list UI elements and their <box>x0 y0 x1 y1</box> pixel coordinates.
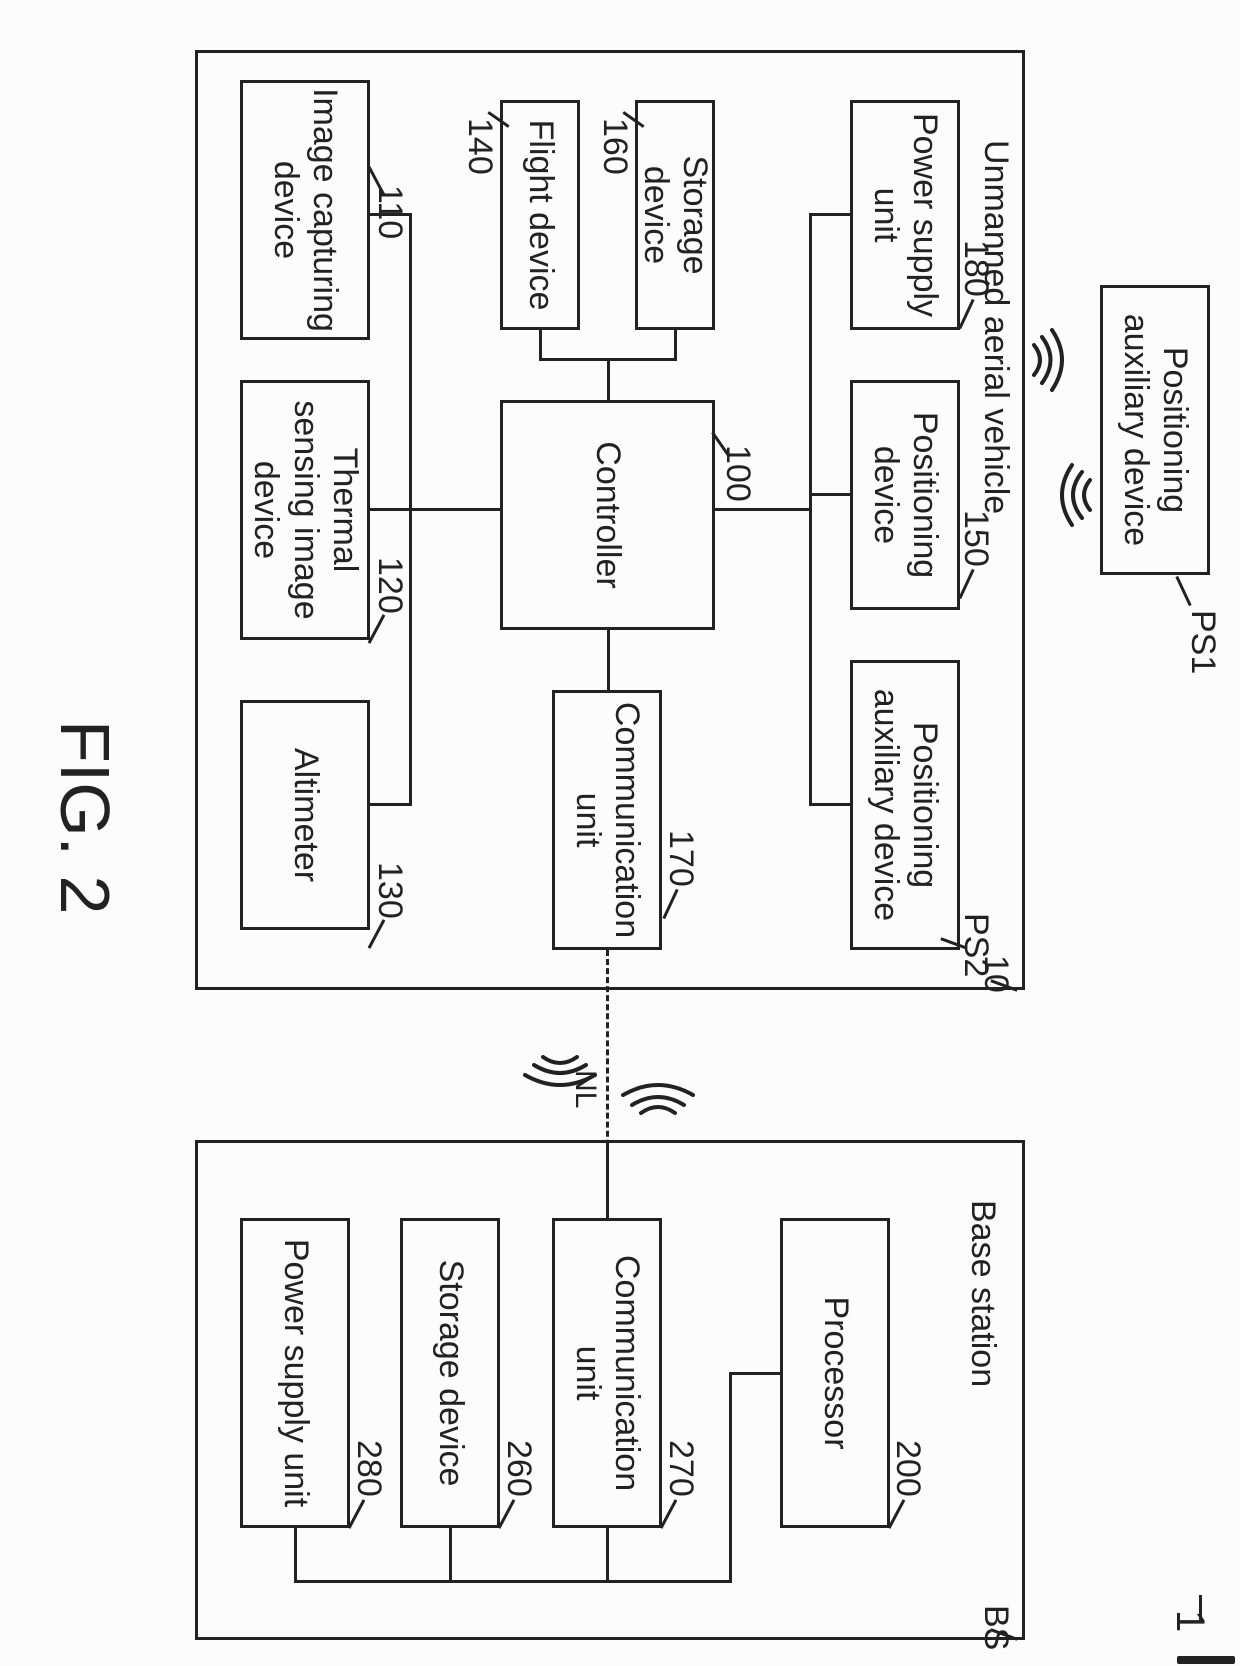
uav-pos-aux-label: Positioning auxiliary device <box>866 667 944 943</box>
uav-comm-label: Communication unit <box>568 697 646 943</box>
uav-power-supply-label: Power supply unit <box>866 107 944 323</box>
ps1-label: Positioning auxiliary device <box>1116 292 1194 568</box>
uav-img-capture: Image capturing device <box>240 80 370 340</box>
bs-power-label: Power supply unit <box>275 1239 314 1507</box>
ps1-ref: PS1 <box>1183 610 1222 674</box>
ps1-waves-right <box>1032 460 1092 530</box>
figure-label: FIG. 2 <box>45 720 125 914</box>
uav-flight: Flight device <box>500 100 580 330</box>
bs-processor-ref: 200 <box>888 1440 927 1497</box>
uav-pos-aux: Positioning auxiliary device <box>850 660 960 950</box>
bs-title: Base station <box>963 1200 1002 1387</box>
uav-altimeter: Altimeter <box>240 700 370 930</box>
uav-storage-ref: 160 <box>595 118 634 175</box>
uav-comm-ref: 170 <box>661 830 700 887</box>
bs-storage-ref: 260 <box>499 1440 538 1497</box>
uav-flight-label: Flight device <box>520 120 559 311</box>
uav-altimeter-ref: 130 <box>370 862 409 919</box>
uav-positioning-label: Positioning device <box>866 387 944 603</box>
bs-processor-label: Processor <box>815 1296 854 1449</box>
uav-storage: Storage device <box>635 100 715 330</box>
bs-ref: BS <box>976 1605 1015 1650</box>
page-edge-bar <box>1177 1656 1235 1664</box>
diagram-canvas: 1 Positioning auxiliary device PS1 Unman… <box>0 0 1240 1666</box>
bs-power-ref: 280 <box>349 1440 388 1497</box>
nl-waves-right <box>520 1055 600 1115</box>
bs-comm: Communication unit <box>552 1218 662 1528</box>
bs-comm-ref: 270 <box>661 1440 700 1497</box>
uav-flight-ref: 140 <box>460 118 499 175</box>
bs-bus <box>729 1372 732 1582</box>
bs-processor: Processor <box>780 1218 890 1528</box>
uav-thermal-label: Thermal sensing image device <box>246 387 363 633</box>
uav-comm: Communication unit <box>552 690 662 950</box>
uav-controller-label: Controller <box>588 441 627 588</box>
bs-power: Power supply unit <box>240 1218 350 1528</box>
ps1-waves-left <box>1032 325 1092 395</box>
uav-power-supply: Power supply unit <box>850 100 960 330</box>
nl-waves-left <box>618 1055 698 1115</box>
uav-storage-label: Storage device <box>636 107 714 323</box>
uav-controller: Controller <box>500 400 715 630</box>
uav-positioning-ref: 150 <box>956 510 995 567</box>
uav-img-capture-label: Image capturing device <box>266 87 344 333</box>
ps1-box: Positioning auxiliary device <box>1100 285 1210 575</box>
uav-power-supply-ref: 180 <box>956 240 995 297</box>
uav-positioning: Positioning device <box>850 380 960 610</box>
uav-thermal-ref: 120 <box>370 557 409 614</box>
bs-storage: Storage device <box>400 1218 500 1528</box>
uav-thermal: Thermal sensing image device <box>240 380 370 640</box>
system-ref-hook <box>1199 1595 1202 1621</box>
uav-altimeter-label: Altimeter <box>285 748 324 882</box>
uav-controller-ref: 100 <box>718 445 757 502</box>
bs-storage-label: Storage device <box>430 1260 469 1487</box>
ps1-ref-leader <box>1175 576 1191 606</box>
system-ref: 1 <box>1167 1610 1212 1632</box>
uav-title: Unmanned aerial vehicle <box>976 140 1015 514</box>
bs-comm-label: Communication unit <box>568 1225 646 1521</box>
uav-img-capture-ref: 110 <box>370 185 409 239</box>
